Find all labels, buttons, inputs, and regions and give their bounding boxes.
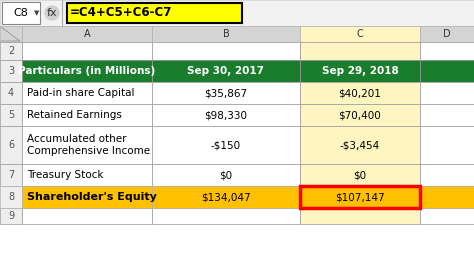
Text: C: C — [356, 29, 364, 39]
Bar — [22, 42, 152, 60]
Text: $98,330: $98,330 — [204, 110, 247, 120]
Bar — [420, 186, 474, 208]
Bar — [0, 82, 22, 104]
Bar — [420, 164, 474, 186]
Bar — [0, 104, 22, 126]
Bar — [0, 164, 22, 186]
Bar — [300, 186, 420, 208]
Bar — [0, 0, 474, 26]
Text: ▼: ▼ — [34, 10, 40, 16]
Bar — [152, 164, 300, 186]
Text: $70,400: $70,400 — [338, 110, 382, 120]
Bar — [152, 186, 300, 208]
Bar — [0, 26, 22, 42]
Bar — [152, 42, 300, 60]
Text: 7: 7 — [8, 170, 14, 180]
Bar — [22, 186, 152, 208]
Text: $107,147: $107,147 — [335, 192, 385, 202]
Bar — [300, 208, 420, 224]
Text: Particulars (in Millions): Particulars (in Millions) — [18, 66, 155, 76]
Text: $134,047: $134,047 — [201, 192, 251, 202]
Text: Treasury Stock: Treasury Stock — [27, 170, 103, 180]
Bar — [420, 82, 474, 104]
Bar — [0, 186, 22, 208]
Text: -$3,454: -$3,454 — [340, 140, 380, 150]
Text: Accumulated other
Comprehensive Income: Accumulated other Comprehensive Income — [27, 134, 150, 156]
Bar — [0, 60, 22, 82]
Bar — [22, 26, 152, 42]
Text: Shareholder's Equity: Shareholder's Equity — [27, 192, 157, 202]
Bar — [152, 104, 300, 126]
Text: Retained Earnings: Retained Earnings — [27, 110, 122, 120]
Text: $40,201: $40,201 — [338, 88, 382, 98]
Bar — [300, 104, 420, 126]
Circle shape — [45, 6, 59, 20]
Text: fx: fx — [46, 8, 57, 18]
Text: $0: $0 — [354, 170, 366, 180]
Text: 5: 5 — [8, 110, 14, 120]
Bar — [420, 126, 474, 164]
Text: $35,867: $35,867 — [204, 88, 247, 98]
Bar — [67, 3, 242, 23]
Bar — [22, 82, 152, 104]
Bar — [0, 208, 22, 224]
Bar — [420, 26, 474, 42]
Text: A: A — [84, 29, 91, 39]
Text: 2: 2 — [8, 46, 14, 56]
Bar — [0, 126, 22, 164]
Bar — [300, 186, 420, 208]
Bar — [300, 82, 420, 104]
Bar — [152, 82, 300, 104]
Bar — [420, 42, 474, 60]
Bar — [300, 126, 420, 164]
Text: Sep 29, 2018: Sep 29, 2018 — [322, 66, 398, 76]
Bar — [420, 208, 474, 224]
Text: 3: 3 — [8, 66, 14, 76]
Text: 4: 4 — [8, 88, 14, 98]
Bar — [22, 60, 152, 82]
Text: =C4+C5+C6-C7: =C4+C5+C6-C7 — [70, 6, 173, 19]
Bar — [420, 104, 474, 126]
Text: C8: C8 — [14, 8, 28, 18]
Bar — [152, 60, 300, 82]
Bar — [300, 164, 420, 186]
Bar — [152, 126, 300, 164]
Bar — [2, 2, 40, 24]
Text: $0: $0 — [219, 170, 233, 180]
Text: Sep 30, 2017: Sep 30, 2017 — [188, 66, 264, 76]
Bar — [22, 208, 152, 224]
Text: Paid-in share Capital: Paid-in share Capital — [27, 88, 135, 98]
Bar — [152, 26, 300, 42]
Text: D: D — [443, 29, 451, 39]
Text: 9: 9 — [8, 211, 14, 221]
Bar — [22, 164, 152, 186]
Bar — [22, 126, 152, 164]
Bar — [152, 208, 300, 224]
Text: B: B — [223, 29, 229, 39]
Text: 6: 6 — [8, 140, 14, 150]
Bar — [22, 104, 152, 126]
Bar — [300, 60, 420, 82]
Text: 8: 8 — [8, 192, 14, 202]
Bar — [420, 60, 474, 82]
Bar — [300, 26, 420, 42]
Bar — [300, 42, 420, 60]
Text: -$150: -$150 — [211, 140, 241, 150]
Bar — [0, 42, 22, 60]
